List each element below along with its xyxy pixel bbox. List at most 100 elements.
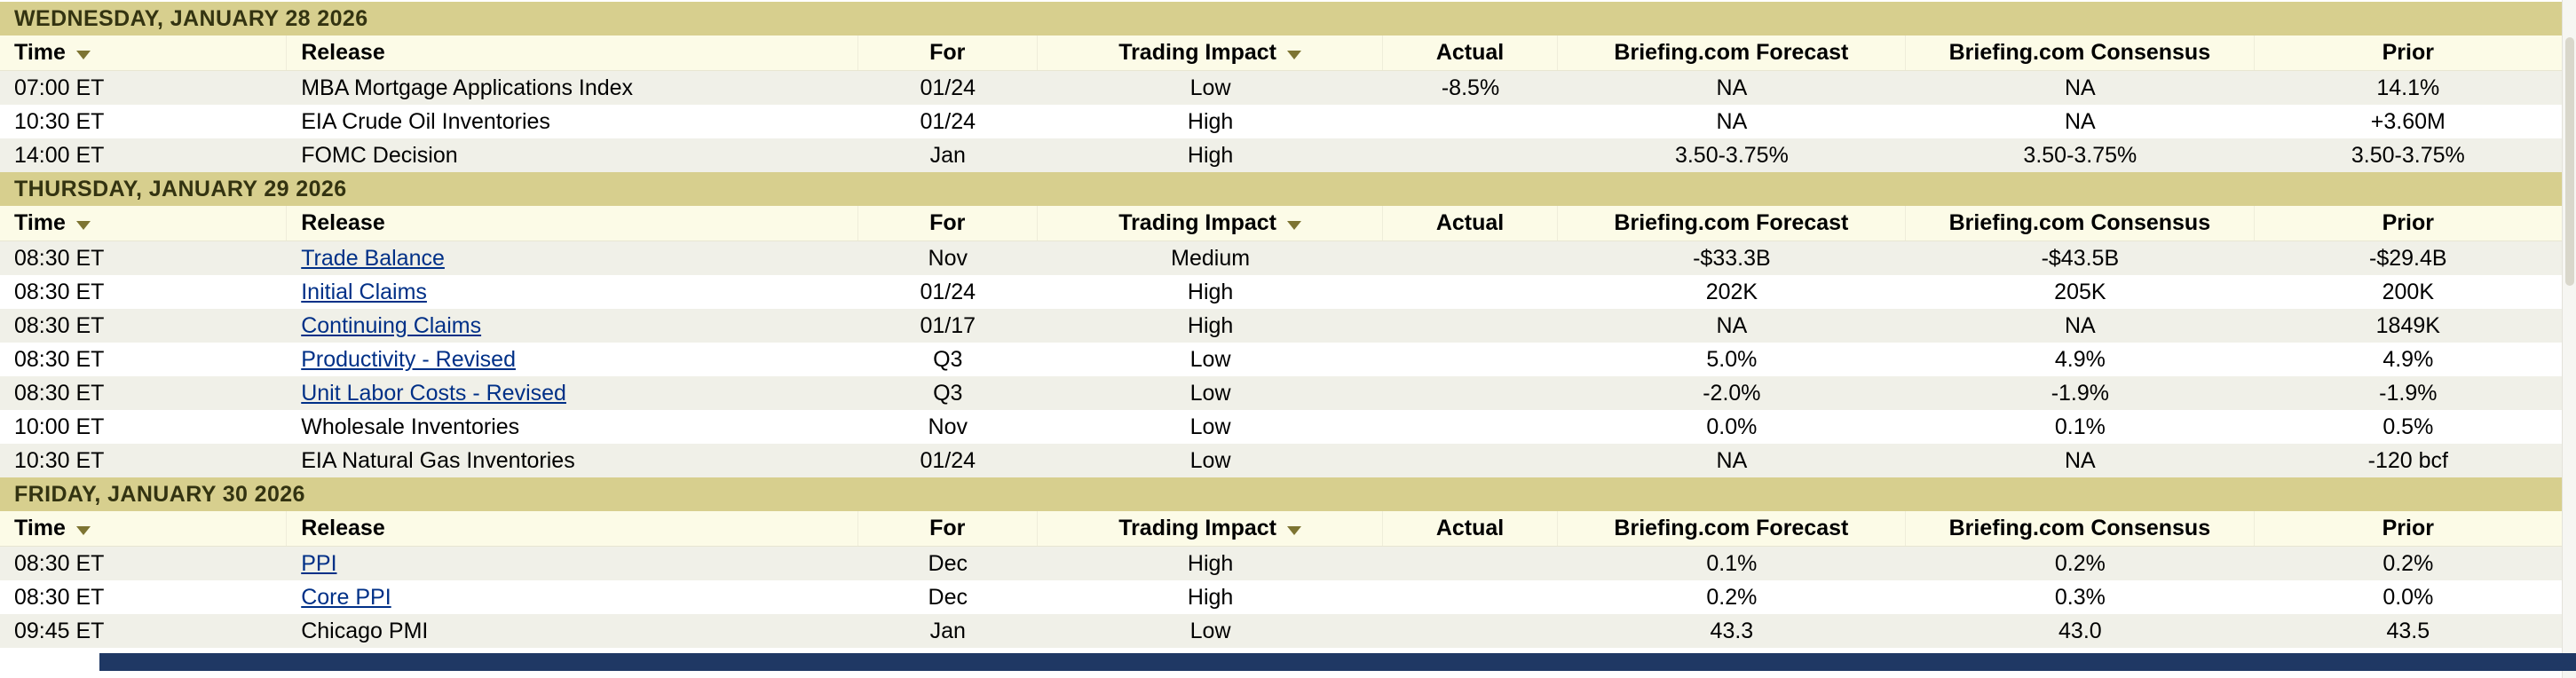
cell-prior: -1.9% bbox=[2379, 381, 2438, 406]
cell-time: 08:30 ET bbox=[14, 585, 105, 610]
release-link[interactable]: Initial Claims bbox=[301, 280, 427, 304]
table-row: 08:30 ET PPI Dec High 0.1% 0.2% 0.2% bbox=[0, 547, 2562, 580]
cell-consensus: 43.0 bbox=[2058, 619, 2102, 643]
cell-consensus: 0.2% bbox=[2054, 551, 2106, 576]
release-link[interactable]: Trade Balance bbox=[301, 246, 445, 271]
cell-prior: 200K bbox=[2382, 280, 2434, 304]
cell-time: 08:30 ET bbox=[14, 381, 105, 406]
column-header-time[interactable]: Time bbox=[0, 511, 288, 546]
cell-for: Q3 bbox=[933, 347, 963, 372]
table-row: 10:00 ET Wholesale Inventories Nov Low 0.0% 0… bbox=[0, 410, 2562, 444]
cell-for: 01/24 bbox=[920, 280, 976, 304]
cell-time: 10:30 ET bbox=[14, 448, 105, 473]
cell-prior: -120 bcf bbox=[2367, 448, 2448, 473]
day-header: THURSDAY, JANUARY 29 2026 bbox=[0, 172, 2562, 206]
cell-consensus: NA bbox=[2065, 313, 2096, 338]
column-header-time[interactable]: Time bbox=[0, 206, 288, 240]
column-header-trading-impact[interactable]: Trading Impact bbox=[1038, 206, 1384, 240]
cell-impact: Low bbox=[1189, 75, 1231, 100]
cell-impact: Low bbox=[1189, 619, 1231, 643]
cell-actual bbox=[1383, 580, 1557, 614]
column-header-label: For bbox=[929, 40, 966, 65]
cell-consensus: 4.9% bbox=[2054, 347, 2106, 372]
column-header-label: Briefing.com Consensus bbox=[1948, 210, 2211, 235]
column-header-prior: Prior bbox=[2255, 511, 2562, 546]
sort-down-icon bbox=[75, 526, 91, 535]
table-row: 08:30 ET Productivity - Revised Q3 Low 5.0% 4… bbox=[0, 343, 2562, 376]
cell-forecast: -$33.3B bbox=[1693, 246, 1771, 271]
column-header-row: Time Release For Trading Impact Actual Briefi… bbox=[0, 35, 2562, 71]
cell-impact: Medium bbox=[1171, 246, 1251, 271]
cell-release: EIA Natural Gas Inventories bbox=[301, 448, 575, 473]
column-header-label: Time bbox=[14, 40, 66, 65]
table-row: 08:30 ET Core PPI Dec High 0.2% 0.3% 0.0% bbox=[0, 580, 2562, 614]
cell-time: 10:00 ET bbox=[14, 414, 105, 439]
cell-forecast: NA bbox=[1716, 75, 1748, 100]
column-header-label: Actual bbox=[1435, 516, 1505, 540]
cell-impact: High bbox=[1187, 143, 1234, 168]
sort-down-icon bbox=[75, 51, 91, 59]
cell-prior: 1849K bbox=[2375, 313, 2440, 338]
cell-for: Dec bbox=[928, 551, 968, 576]
cell-forecast: 202K bbox=[1705, 280, 1758, 304]
cell-impact: Low bbox=[1189, 448, 1231, 473]
table-row: 10:30 ET EIA Natural Gas Inventories 01/24… bbox=[0, 444, 2562, 477]
cell-release: PPI bbox=[287, 547, 858, 580]
table-row: 08:30 ET Unit Labor Costs - Revised Q3 Low -… bbox=[0, 376, 2562, 410]
cell-prior: 0.2% bbox=[2382, 551, 2434, 576]
column-header-row: Time Release For Trading Impact Actual Briefi… bbox=[0, 511, 2562, 547]
cell-release: EIA Crude Oil Inventories bbox=[301, 109, 550, 134]
cell-prior: 0.0% bbox=[2382, 585, 2434, 610]
cell-release: Continuing Claims bbox=[287, 309, 858, 343]
cell-forecast: 0.1% bbox=[1706, 551, 1758, 576]
cell-impact: Low bbox=[1189, 414, 1231, 439]
table-row: 08:30 ET Continuing Claims 01/17 High NA NA 18… bbox=[0, 309, 2562, 343]
cell-impact: High bbox=[1187, 280, 1234, 304]
column-header-trading-impact[interactable]: Trading Impact bbox=[1038, 35, 1384, 70]
cell-forecast: NA bbox=[1716, 313, 1748, 338]
release-link[interactable]: Core PPI bbox=[301, 585, 391, 610]
cell-actual bbox=[1383, 614, 1557, 648]
release-link[interactable]: Unit Labor Costs - Revised bbox=[301, 381, 566, 406]
vertical-scrollbar[interactable] bbox=[2562, 0, 2576, 678]
release-link[interactable]: Productivity - Revised bbox=[301, 347, 516, 372]
cell-actual bbox=[1383, 547, 1557, 580]
cell-release: Unit Labor Costs - Revised bbox=[287, 376, 858, 410]
cell-actual bbox=[1383, 241, 1557, 275]
release-link[interactable]: Continuing Claims bbox=[301, 313, 482, 338]
cell-forecast: 0.0% bbox=[1706, 414, 1758, 439]
column-header-briefing-com-forecast: Briefing.com Forecast bbox=[1558, 206, 1907, 240]
cell-for: Jan bbox=[929, 143, 966, 168]
column-header-briefing-com-consensus: Briefing.com Consensus bbox=[1906, 206, 2255, 240]
release-link[interactable]: PPI bbox=[301, 551, 337, 576]
cell-time: 07:00 ET bbox=[14, 75, 105, 100]
column-header-actual: Actual bbox=[1383, 511, 1558, 546]
column-header-label: Briefing.com Forecast bbox=[1614, 210, 1849, 235]
column-header-label: Briefing.com Consensus bbox=[1948, 516, 2211, 540]
cell-consensus: NA bbox=[2065, 75, 2096, 100]
column-header-briefing-com-consensus: Briefing.com Consensus bbox=[1906, 511, 2255, 546]
column-header-time[interactable]: Time bbox=[0, 35, 288, 70]
cell-for: Nov bbox=[928, 246, 968, 271]
table-row: 07:00 ET MBA Mortgage Applications Index 0… bbox=[0, 71, 2562, 105]
column-header-label: Prior bbox=[2382, 516, 2434, 540]
scrollbar-thumb[interactable] bbox=[2565, 37, 2574, 286]
cell-for: 01/24 bbox=[920, 448, 976, 473]
column-header-for: For bbox=[858, 35, 1038, 70]
cell-actual bbox=[1383, 275, 1557, 309]
cell-prior: 14.1% bbox=[2376, 75, 2440, 100]
cell-actual bbox=[1383, 105, 1557, 138]
cell-release: Initial Claims bbox=[287, 275, 858, 309]
cell-for: Q3 bbox=[933, 381, 963, 406]
day-header: WEDNESDAY, JANUARY 28 2026 bbox=[0, 2, 2562, 35]
cell-consensus: -$43.5B bbox=[2041, 246, 2120, 271]
column-header-for: For bbox=[858, 206, 1038, 240]
cell-impact: High bbox=[1187, 313, 1234, 338]
cell-release: Productivity - Revised bbox=[287, 343, 858, 376]
cell-time: 08:30 ET bbox=[14, 246, 105, 271]
column-header-label: Time bbox=[14, 516, 66, 540]
cell-time: 10:30 ET bbox=[14, 109, 105, 134]
cell-for: Nov bbox=[928, 414, 968, 439]
column-header-trading-impact[interactable]: Trading Impact bbox=[1038, 511, 1384, 546]
